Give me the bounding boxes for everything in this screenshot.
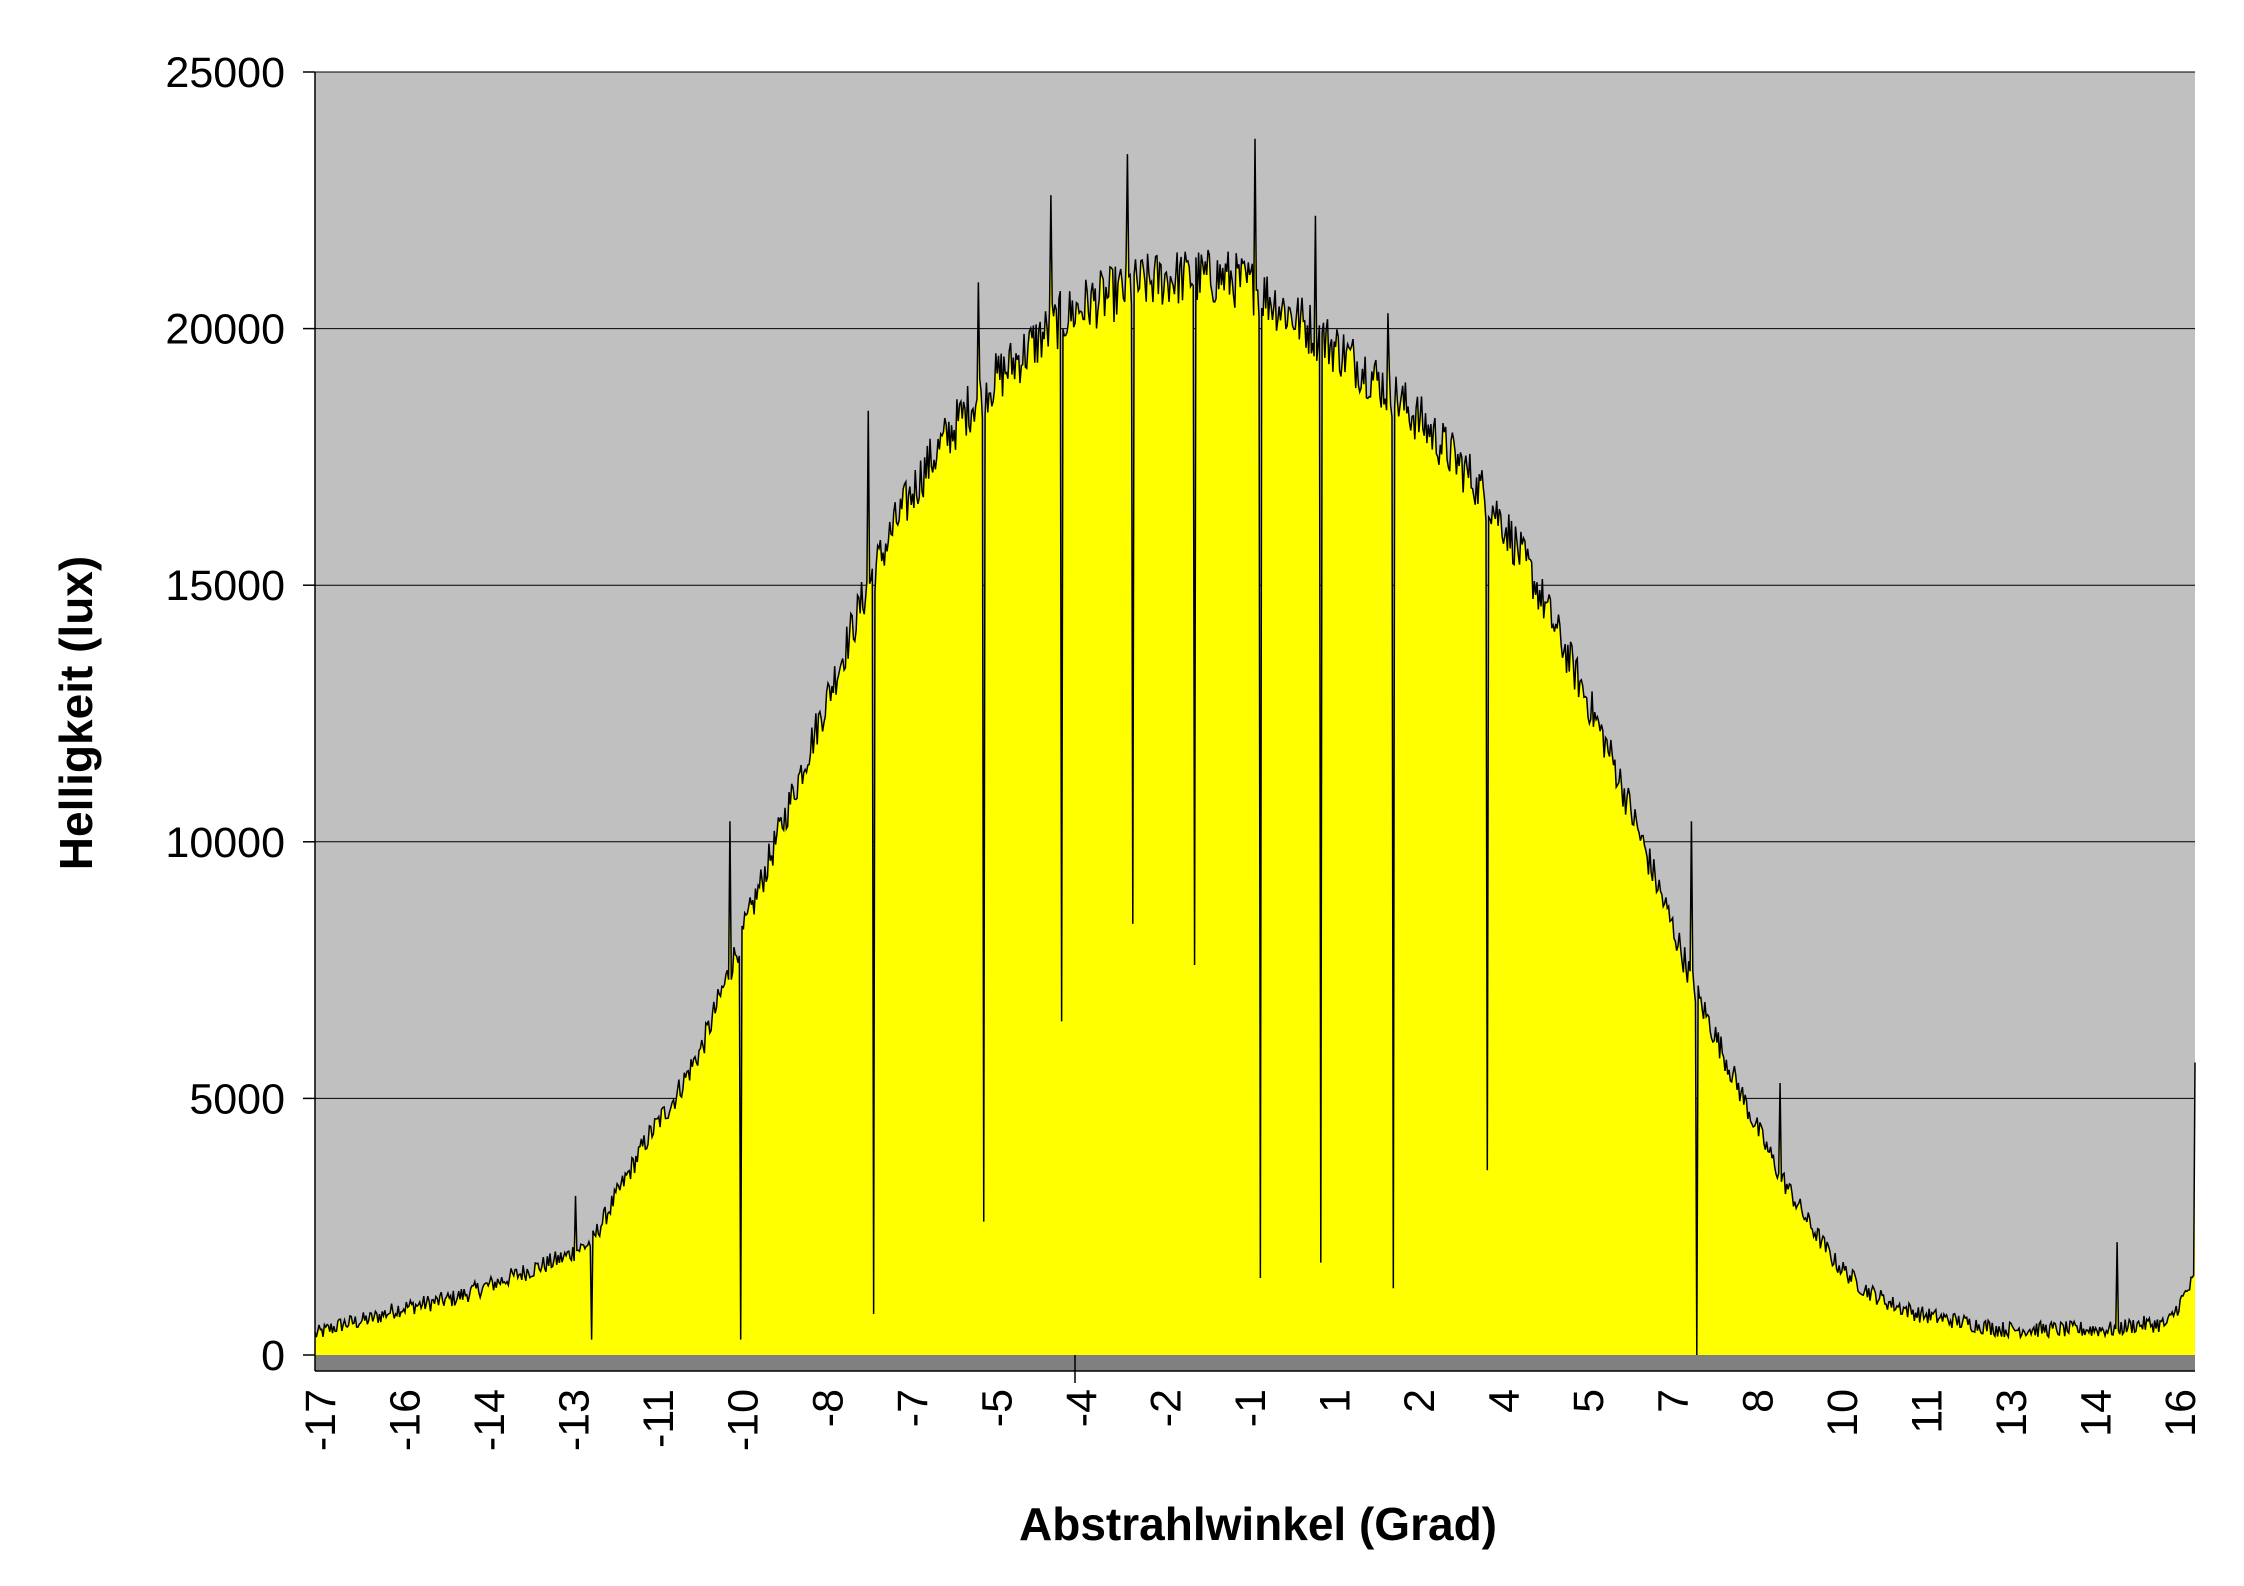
x-tick-label: 1 — [1312, 1389, 1360, 1413]
x-tick-label: -7 — [889, 1389, 937, 1427]
x-tick-label: 10 — [1819, 1389, 1867, 1437]
x-tick-label: -17 — [297, 1389, 345, 1451]
x-tick-label: 7 — [1650, 1389, 1698, 1413]
y-tick-label: 20000 — [165, 306, 285, 354]
y-tick-label: 5000 — [189, 1075, 285, 1123]
x-tick-label: -5 — [973, 1389, 1021, 1427]
y-axis: 0 5000 10000 15000 20000 25000 — [165, 49, 316, 1380]
x-tick-label: 13 — [1988, 1389, 2036, 1437]
x-tick-label: -8 — [804, 1389, 852, 1427]
x-tick-label: 4 — [1481, 1389, 1529, 1413]
x-tick-label: -16 — [382, 1389, 430, 1451]
y-axis-title: Helligkeit (lux) — [50, 556, 102, 870]
x-tick-label: 5 — [1565, 1389, 1613, 1413]
x-axis-title: Abstrahlwinkel (Grad) — [1019, 1498, 1497, 1550]
x-tick-label: -13 — [551, 1389, 599, 1451]
plot-floor — [315, 1355, 2195, 1371]
x-tick-label: -11 — [635, 1389, 683, 1448]
x-tick-label: -1 — [1227, 1389, 1275, 1427]
x-tick-label: 8 — [1734, 1389, 1782, 1413]
x-tick-label: -14 — [466, 1389, 514, 1451]
x-tick-label: 16 — [2157, 1389, 2205, 1437]
x-tick-label: 11 — [1903, 1389, 1951, 1434]
x-tick-label: -10 — [720, 1389, 768, 1451]
x-axis: -17 -16 -14 -13 -11 -10 -8 -7 -5 -4 -2 -1 1 2 4 5 7 8 10 11… — [297, 1355, 2205, 1451]
y-tick-label: 0 — [261, 1332, 285, 1380]
x-tick-label: -2 — [1142, 1389, 1190, 1427]
x-tick-label: -4 — [1058, 1389, 1106, 1427]
series-area-fill — [315, 138, 2195, 1356]
y-tick-label: 25000 — [165, 49, 285, 97]
series-line — [314, 138, 2196, 1356]
y-tick-label: 10000 — [165, 819, 285, 867]
x-tick-label: 14 — [2072, 1389, 2120, 1437]
x-tick-label: 2 — [1396, 1389, 1444, 1413]
y-tick-label: 15000 — [165, 562, 285, 610]
